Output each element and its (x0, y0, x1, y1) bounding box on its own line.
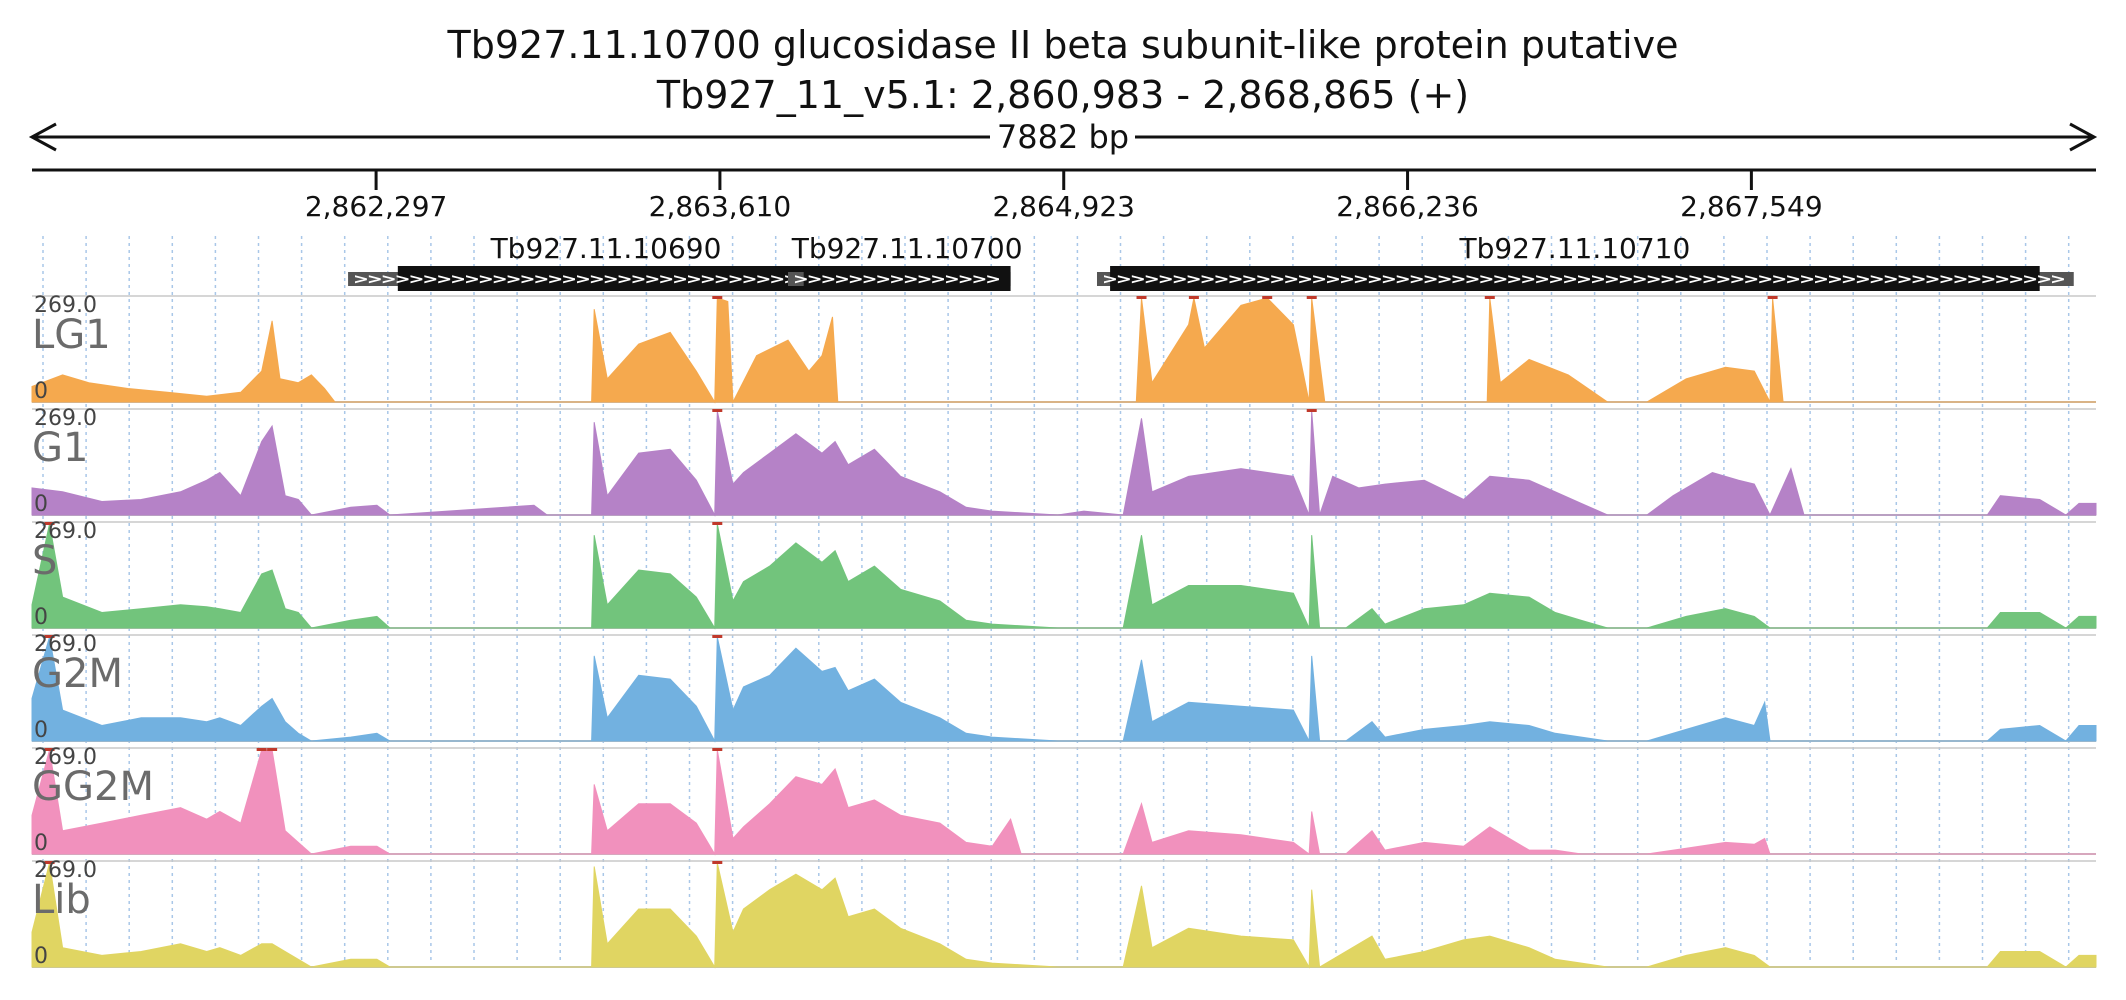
coverage-area (31, 636, 2097, 743)
track-name: G2M (32, 651, 123, 697)
gene-strand-chevrons: >>>>>>>>>>>>>>> (794, 270, 1000, 288)
clip-marker (712, 409, 723, 412)
clip-marker (1188, 296, 1199, 299)
track-name: G1 (32, 425, 88, 471)
y-min-label: 0 (34, 944, 48, 969)
clip-marker (1136, 296, 1147, 299)
span-arrow-right (2069, 122, 2098, 152)
clip-marker (44, 635, 55, 638)
y-min-label: 0 (34, 831, 48, 856)
clip-marker (712, 522, 723, 525)
y-max-label: 269.0 (34, 745, 97, 770)
clip-marker (712, 861, 723, 864)
coverage-track: 269.0 0 S (31, 519, 2097, 630)
clip-marker (712, 635, 723, 638)
y-min-label: 0 (34, 492, 48, 517)
coverage-track: 269.0 0 GG2M (31, 745, 2096, 856)
coverage-area (31, 297, 2096, 404)
y-min-label: 0 (34, 605, 48, 630)
coverage-track: 269.0 0 G1 (31, 406, 2097, 517)
y-min-label: 0 (34, 718, 48, 743)
clip-marker (1767, 296, 1778, 299)
coverage-track: 269.0 0 G2M (31, 632, 2097, 743)
span-length-label: 7882 bp (997, 118, 1129, 156)
clip-marker (44, 748, 55, 751)
track-name: GG2M (32, 764, 154, 810)
coverage-track: 269.0 0 Lib (31, 858, 2097, 969)
coverage-area (31, 862, 2097, 969)
y-min-label: 0 (34, 379, 48, 404)
gene-label: Tb927.11.10710 (1458, 232, 1690, 265)
coverage-tracks: 269.00LG1269.00G1269.00S269.00G2M269.00G… (31, 293, 2097, 969)
clip-marker (712, 748, 723, 751)
clip-marker (1262, 296, 1273, 299)
chart-title: Tb927.11.10700 glucosidase II beta subun… (447, 23, 1679, 67)
clip-marker (1306, 296, 1317, 299)
coverage-area (31, 410, 2097, 517)
gene-cds (803, 266, 1011, 291)
coverage-track: 269.0 0 LG1 (31, 293, 2096, 404)
span-arrow-left (28, 122, 57, 152)
y-max-label: 269.0 (34, 858, 97, 883)
track-name: LG1 (32, 312, 111, 358)
x-tick-label: 2,863,610 (649, 190, 792, 223)
gene-model: >>>>>>>>>>>>>>>>>>>>>>>>>>>>>>>> Tb927.11… (348, 232, 815, 291)
gene-cds (1110, 266, 2040, 291)
clip-marker (1484, 296, 1495, 299)
x-tick-label: 2,864,923 (992, 190, 1135, 223)
gene-model: >>>>>>>>>>>>>>> Tb927.11.10700 (787, 232, 1023, 291)
gene-label: Tb927.11.10690 (490, 232, 722, 265)
gene-models: >>>>>>>>>>>>>>>>>>>>>>>>>>>>>>>> Tb927.11… (348, 232, 2074, 291)
clip-marker (1306, 409, 1317, 412)
clip-marker (44, 861, 55, 864)
x-tick-label: 2,867,549 (1680, 190, 1823, 223)
y-max-label: 269.0 (34, 293, 97, 318)
gene-strand-chevrons: >>>>>>>>>>>>>>>>>>>>>>>>>>>>>>>>>>>>>>>>… (1103, 270, 2065, 288)
track-name: Lib (32, 877, 91, 923)
clip-marker (267, 748, 278, 751)
coverage-area (31, 749, 2096, 856)
clip-marker (256, 748, 267, 751)
chart-subtitle: Tb927_11_v5.1: 2,860,983 - 2,868,865 (+) (656, 73, 1469, 117)
gene-cds (397, 266, 815, 291)
clip-marker (44, 522, 55, 525)
x-tick-label: 2,862,297 (305, 190, 448, 223)
span-ruler: 7882 bp (28, 118, 2098, 156)
coverage-area (31, 523, 2097, 630)
y-max-label: 269.0 (34, 519, 97, 544)
gene-label: Tb927.11.10700 (791, 232, 1023, 265)
x-axis-ticks: 2,862,297 2,863,610 2,864,923 2,866,236 2,86… (305, 170, 1823, 223)
y-max-label: 269.0 (34, 632, 97, 657)
track-name: S (32, 538, 57, 584)
clip-marker (712, 296, 723, 299)
y-max-label: 269.0 (34, 406, 97, 431)
gene-strand-chevrons: >>>>>>>>>>>>>>>>>>>>>>>>>>>>>>>> (354, 270, 798, 288)
x-tick-label: 2,866,236 (1336, 190, 1479, 223)
gene-model: >>>>>>>>>>>>>>>>>>>>>>>>>>>>>>>>>>>>>>>>… (1096, 232, 2074, 291)
